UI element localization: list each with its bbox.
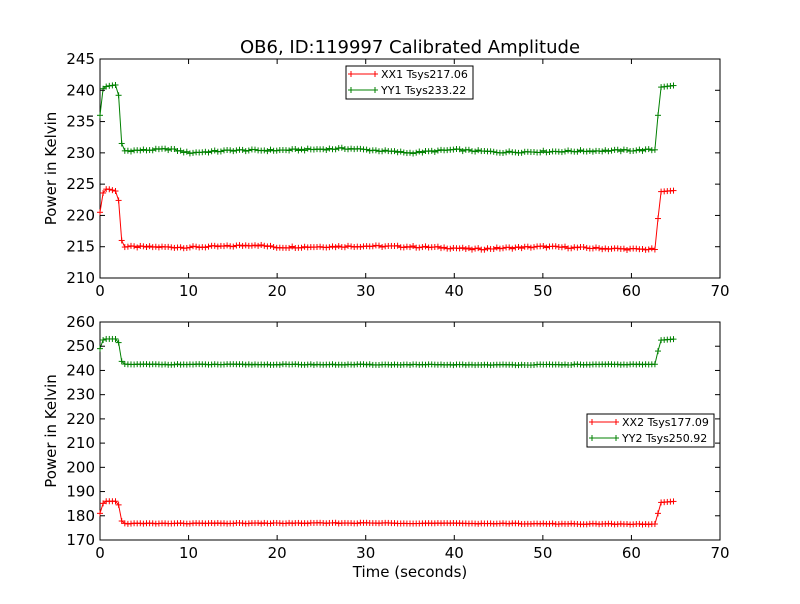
x-tick-label: 50	[533, 544, 552, 562]
legend-entry-xx2: XX2 Tsys177.09	[622, 416, 709, 429]
series-markers	[97, 81, 677, 157]
y-tick-label: 210	[66, 434, 95, 452]
y-tick-label: 230	[66, 386, 95, 404]
x-tick-label: 40	[445, 282, 464, 300]
y-tick-label: 240	[66, 361, 95, 379]
y-tick-label: 245	[66, 50, 95, 68]
y-tick-label: 230	[66, 144, 95, 162]
bottom-y-axis-label: Power in Kelvin	[42, 374, 60, 488]
chart-title: OB6, ID:119997 Calibrated Amplitude	[240, 37, 580, 58]
x-tick-label: 20	[268, 544, 287, 562]
top-legend: XX1 Tsys217.06 YY1 Tsys233.22	[345, 65, 474, 100]
y-tick-label: 225	[66, 175, 95, 193]
top-y-axis-label: Power in Kelvin	[42, 112, 60, 226]
y-tick-label: 260	[66, 313, 95, 331]
bottom-legend: XX2 Tsys177.09 YY2 Tsys250.92	[586, 413, 715, 448]
series-markers	[97, 335, 677, 369]
x-axis-label: Time (seconds)	[352, 563, 468, 581]
x-tick-label: 70	[710, 282, 729, 300]
x-tick-label: 0	[95, 544, 105, 562]
legend-entry-xx1: XX1 Tsys217.06	[381, 68, 468, 81]
top-chart: OB6, ID:119997 Calibrated Amplitude 0 10 2…	[42, 37, 730, 300]
y-tick-label: 240	[66, 81, 95, 99]
x-tick-label: 10	[179, 544, 198, 562]
x-tick-label: 20	[268, 282, 287, 300]
y-tick-label: 170	[66, 531, 95, 549]
legend-entry-yy2: YY2 Tsys250.92	[621, 432, 707, 445]
bottom-chart: 0 10 20 30 40 50 60 70 170 180 190 200 210 220 230 240 2…	[42, 313, 730, 581]
x-tick-label: 0	[95, 282, 105, 300]
series-markers	[97, 498, 677, 528]
x-tick-label: 30	[356, 282, 375, 300]
x-tick-label: 10	[179, 282, 198, 300]
y-tick-label: 200	[66, 458, 95, 476]
legend-entry-yy1: YY1 Tsys233.22	[380, 84, 466, 97]
y-tick-label: 180	[66, 507, 95, 525]
y-tick-label: 215	[66, 238, 95, 256]
x-tick-label: 40	[445, 544, 464, 562]
x-tick-label: 30	[356, 544, 375, 562]
y-tick-label: 210	[66, 269, 95, 287]
y-tick-label: 220	[66, 206, 95, 224]
x-tick-label: 60	[622, 544, 641, 562]
x-tick-label: 60	[622, 282, 641, 300]
y-tick-label: 250	[66, 337, 95, 355]
y-tick-label: 220	[66, 410, 95, 428]
series-markers	[97, 186, 677, 253]
y-tick-label: 190	[66, 483, 95, 501]
x-tick-label: 50	[533, 282, 552, 300]
x-tick-label: 70	[710, 544, 729, 562]
y-tick-label: 235	[66, 113, 95, 131]
